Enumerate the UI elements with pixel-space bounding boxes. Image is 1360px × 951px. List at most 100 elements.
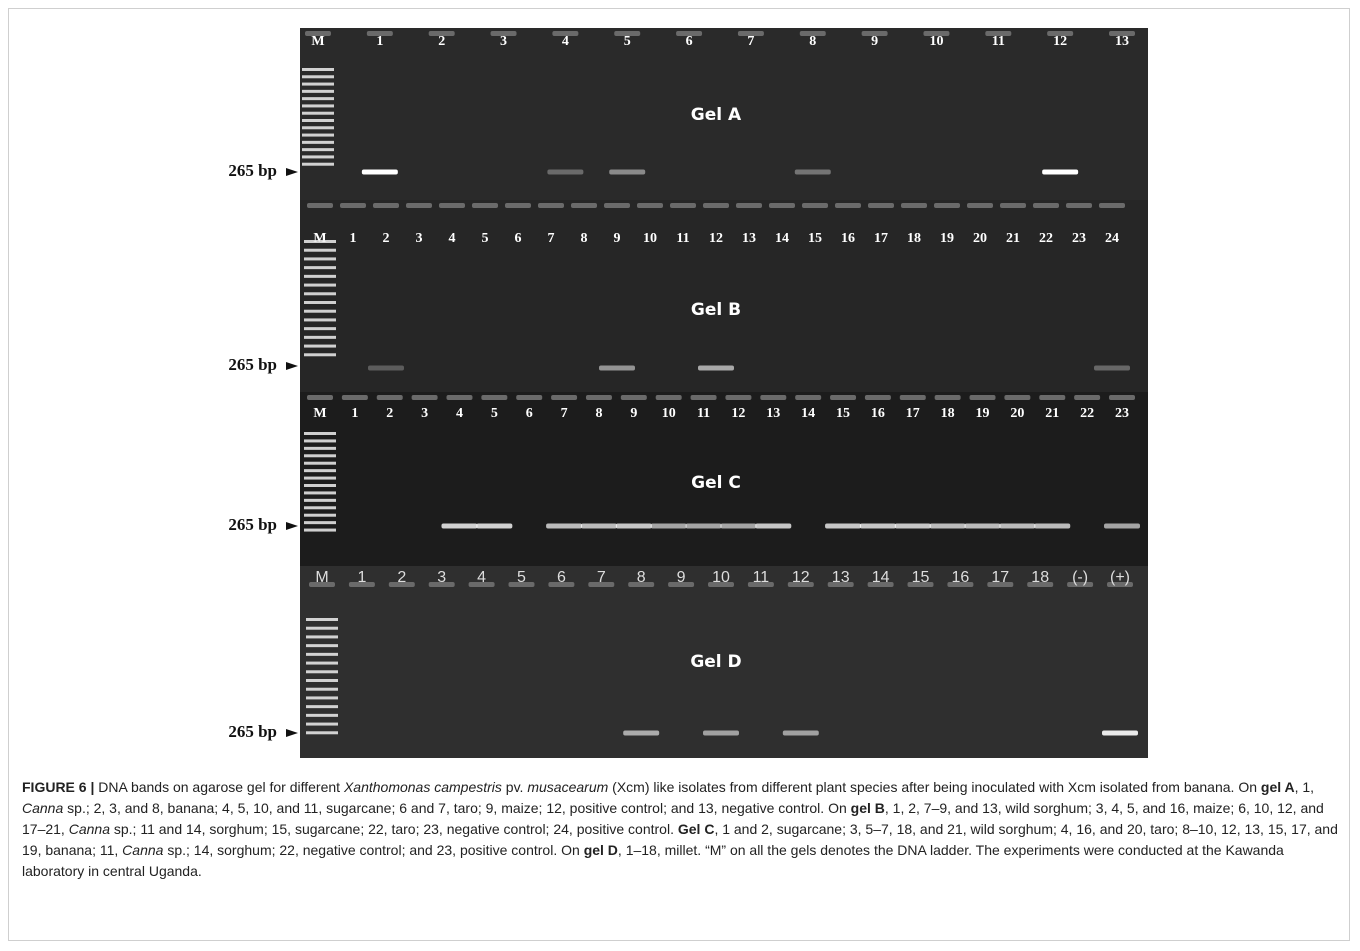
well xyxy=(867,582,894,587)
ladder-band xyxy=(302,133,334,137)
caption-run: pv. xyxy=(501,779,528,795)
well xyxy=(769,203,795,208)
well xyxy=(508,582,535,587)
ladder-band xyxy=(304,484,336,487)
caption-run: , 1–18, millet. “M” on all the gels deno… xyxy=(22,842,1284,879)
ladder-band xyxy=(304,248,336,252)
lane-label: 12 xyxy=(792,569,810,586)
lane-label: 11 xyxy=(753,569,770,586)
caption-run: DNA bands on agarose gel for different xyxy=(94,779,344,795)
dna-band xyxy=(685,523,722,529)
well xyxy=(1039,395,1066,400)
ladder-band xyxy=(306,687,338,691)
lane-label: 7 xyxy=(561,406,568,421)
ladder-band xyxy=(304,240,336,243)
size-arrow xyxy=(286,362,298,370)
ladder-band xyxy=(304,335,336,339)
well xyxy=(737,31,764,36)
lane-label: 17 xyxy=(991,569,1009,586)
ladder-band xyxy=(304,318,336,322)
caption-run: gel B xyxy=(850,800,885,816)
gel-panel xyxy=(300,566,1148,758)
well xyxy=(901,203,927,208)
well xyxy=(548,582,575,587)
caption-run: sp.; 11 and 14, sorghum; 15, sugarcane; … xyxy=(109,821,678,837)
ladder-band xyxy=(304,257,336,261)
lane-label: 5 xyxy=(624,34,631,49)
well xyxy=(795,395,822,400)
lane-label: 8 xyxy=(595,406,602,421)
lane-label: (-) xyxy=(1072,569,1088,586)
well xyxy=(1107,582,1133,587)
dna-band xyxy=(476,523,513,529)
ladder-band xyxy=(302,119,334,122)
figure-frame xyxy=(8,8,1350,941)
well xyxy=(1000,203,1026,208)
well xyxy=(620,395,647,400)
ladder-band xyxy=(302,68,334,71)
gel-title: Gel A xyxy=(691,105,742,125)
dna-band xyxy=(1102,730,1138,736)
well xyxy=(923,31,950,36)
lane-label: 10 xyxy=(643,231,657,246)
ladder-band xyxy=(302,155,334,159)
ladder-band xyxy=(306,618,338,621)
caption-run: sp.; 14, sorghum; 22, negative control; … xyxy=(163,842,584,858)
lane-label: 16 xyxy=(871,406,885,421)
lane-label: 6 xyxy=(557,569,566,586)
lane-label: 2 xyxy=(397,569,406,586)
caption-run: , 1, 2, 7–9, and 13, wild sorghum; 3, 4,… xyxy=(22,800,1324,837)
ladder-band xyxy=(304,432,336,435)
ladder-band xyxy=(306,661,338,665)
ladder-band xyxy=(306,722,338,726)
ladder-band xyxy=(304,454,336,458)
well xyxy=(736,203,762,208)
lane-label: 2 xyxy=(383,231,390,246)
size-arrow xyxy=(286,729,298,737)
lane-label: 7 xyxy=(597,569,606,586)
lane-label: 14 xyxy=(872,569,890,586)
well xyxy=(307,203,333,208)
lane-label: 21 xyxy=(1045,406,1059,421)
lane-label: 4 xyxy=(562,34,569,49)
caption-run: Canna xyxy=(22,800,64,816)
ladder-band xyxy=(304,476,336,480)
lane-label: 15 xyxy=(808,231,822,246)
ladder-band xyxy=(302,89,334,93)
dna-band xyxy=(1034,523,1071,529)
ladder-band xyxy=(306,635,338,639)
dna-band xyxy=(547,169,584,175)
ladder-band xyxy=(302,82,334,86)
lane-label: 7 xyxy=(747,34,754,49)
well xyxy=(490,31,517,36)
lane-label: 10 xyxy=(662,406,676,421)
well xyxy=(411,395,438,400)
well xyxy=(637,203,663,208)
lane-label: 9 xyxy=(871,34,878,49)
lane-label: 3 xyxy=(416,231,423,246)
ladder-band xyxy=(304,521,336,525)
well xyxy=(987,582,1014,587)
lane-label: 13 xyxy=(832,569,850,586)
well xyxy=(861,31,888,36)
dna-band xyxy=(894,523,931,529)
caption-run: , 1, xyxy=(1294,779,1315,795)
well xyxy=(366,31,393,36)
lane-label: 6 xyxy=(686,34,693,49)
gel-panel xyxy=(300,200,1148,392)
ladder-band xyxy=(306,644,338,648)
dna-band xyxy=(546,523,583,529)
size-label: 265 bp xyxy=(228,515,277,534)
well xyxy=(985,31,1012,36)
dna-band xyxy=(580,523,617,529)
caption-run: (Xcm) like isolates from different plant… xyxy=(608,779,1261,795)
lane-label: 14 xyxy=(775,231,789,246)
well xyxy=(614,31,641,36)
ladder-band xyxy=(304,498,336,502)
well xyxy=(760,395,787,400)
ladder-band xyxy=(302,111,334,115)
lane-label: 13 xyxy=(766,406,780,421)
lane-label: 9 xyxy=(677,569,686,586)
